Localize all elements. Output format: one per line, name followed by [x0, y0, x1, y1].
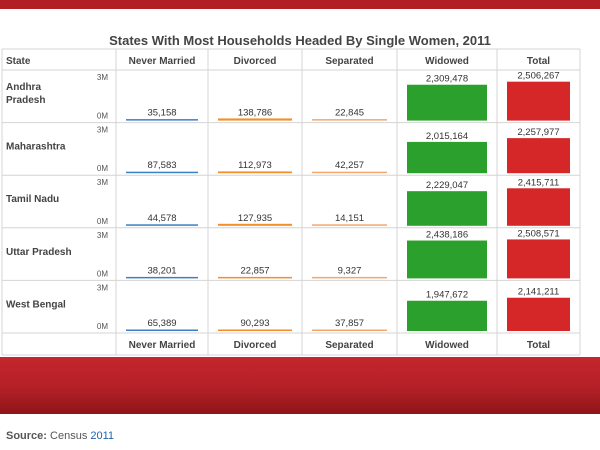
bar-divorced-uttar-pradesh — [218, 276, 292, 279]
axis-label-3m-andhra-pradesh: 3M — [97, 73, 108, 82]
bar-never-married-tamil-nadu — [126, 224, 198, 226]
bar-divorced-tamil-nadu — [218, 223, 292, 226]
column-footer-never-married: Never Married — [129, 340, 196, 351]
axis-label-0m-andhra-pradesh: 0M — [97, 112, 108, 121]
data-label-separated-andhra-pradesh: 22,845 — [335, 108, 364, 119]
bar-widowed-andhra-pradesh — [407, 84, 487, 121]
source-year: 2011 — [90, 430, 115, 442]
data-label-separated-maharashtra: 42,257 — [335, 160, 364, 171]
state-label-west-bengal: West Bengal — [6, 299, 66, 310]
state-label-maharashtra: Maharashtra — [6, 142, 66, 153]
column-header-never-married: Never Married — [129, 56, 196, 67]
data-label-divorced-maharashtra: 112,973 — [238, 160, 272, 171]
bar-total-andhra-pradesh — [507, 81, 570, 121]
bar-never-married-uttar-pradesh — [126, 276, 198, 279]
source-name: Census — [50, 430, 88, 442]
bar-never-married-west-bengal — [126, 329, 198, 331]
column-footer-separated: Separated — [325, 340, 373, 351]
axis-label-3m-west-bengal: 3M — [97, 283, 108, 292]
bar-never-married-andhra-pradesh — [126, 119, 198, 121]
bar-divorced-west-bengal — [218, 329, 292, 331]
data-label-never-married-uttar-pradesh: 38,201 — [147, 265, 176, 276]
bar-total-west-bengal — [507, 297, 570, 331]
column-header-divorced: Divorced — [234, 56, 277, 67]
data-label-separated-tamil-nadu: 14,151 — [335, 213, 364, 224]
axis-label-0m-tamil-nadu: 0M — [97, 217, 108, 226]
data-label-never-married-tamil-nadu: 44,578 — [147, 213, 176, 224]
axis-label-0m-uttar-pradesh: 0M — [97, 269, 108, 278]
bar-widowed-tamil-nadu — [407, 191, 487, 226]
data-label-total-west-bengal: 2,141,211 — [518, 287, 560, 298]
data-label-widowed-andhra-pradesh: 2,309,478 — [426, 74, 468, 85]
data-label-divorced-uttar-pradesh: 22,857 — [240, 265, 269, 276]
red-banner — [0, 357, 600, 414]
data-label-widowed-west-bengal: 1,947,672 — [426, 290, 468, 301]
data-label-total-andhra-pradesh: 2,506,267 — [517, 71, 559, 82]
column-footer-divorced: Divorced — [234, 340, 277, 351]
bar-widowed-west-bengal — [407, 300, 487, 331]
axis-label-0m-west-bengal: 0M — [97, 322, 108, 331]
data-label-widowed-maharashtra: 2,015,164 — [426, 131, 468, 142]
bar-divorced-maharashtra — [218, 171, 292, 174]
axis-label-3m-tamil-nadu: 3M — [97, 178, 108, 187]
column-footer-total: Total — [527, 340, 550, 351]
axis-label-0m-maharashtra: 0M — [97, 164, 108, 173]
data-label-separated-west-bengal: 37,857 — [335, 318, 364, 329]
state-label-uttar-pradesh: Uttar Pradesh — [6, 247, 72, 258]
column-header-widowed: Widowed — [425, 56, 469, 67]
row-header-label: State — [6, 56, 31, 67]
bar-total-maharashtra — [507, 138, 570, 174]
data-label-never-married-andhra-pradesh: 35,158 — [147, 108, 176, 119]
data-label-total-uttar-pradesh: 2,508,571 — [517, 228, 559, 239]
bar-separated-tamil-nadu — [312, 224, 387, 226]
bar-widowed-maharashtra — [407, 141, 487, 174]
column-header-separated: Separated — [325, 56, 373, 67]
bar-separated-west-bengal — [312, 329, 387, 331]
data-label-divorced-west-bengal: 90,293 — [240, 318, 269, 329]
bar-widowed-uttar-pradesh — [407, 240, 487, 279]
data-label-total-maharashtra: 2,257,977 — [517, 127, 559, 138]
data-label-widowed-uttar-pradesh: 2,438,186 — [426, 230, 468, 241]
data-label-divorced-tamil-nadu: 127,935 — [238, 213, 272, 224]
bar-total-tamil-nadu — [507, 188, 570, 226]
bar-separated-andhra-pradesh — [312, 119, 387, 121]
data-label-separated-uttar-pradesh: 9,327 — [338, 265, 362, 276]
top-stripe — [0, 0, 600, 9]
bar-separated-uttar-pradesh — [312, 276, 387, 279]
source-note: Source: Census 2011 — [6, 430, 114, 442]
chart-frame — [0, 9, 582, 357]
chart-title: States With Most Households Headed By Si… — [109, 33, 491, 48]
source-label: Source: — [6, 430, 47, 442]
data-label-total-tamil-nadu: 2,415,711 — [518, 177, 560, 188]
bar-total-uttar-pradesh — [507, 239, 570, 279]
bar-never-married-maharashtra — [126, 171, 198, 174]
data-label-divorced-andhra-pradesh: 138,786 — [238, 108, 272, 119]
column-footer-widowed: Widowed — [425, 340, 469, 351]
axis-label-3m-uttar-pradesh: 3M — [97, 231, 108, 240]
axis-label-3m-maharashtra: 3M — [97, 126, 108, 135]
data-label-never-married-west-bengal: 65,389 — [147, 318, 176, 329]
state-label-andhra-pradesh: Andhra Pradesh — [6, 82, 45, 106]
state-label-tamil-nadu: Tamil Nadu — [6, 194, 59, 205]
data-label-never-married-maharashtra: 87,583 — [147, 160, 176, 171]
bar-divorced-andhra-pradesh — [218, 118, 292, 121]
data-label-widowed-tamil-nadu: 2,229,047 — [426, 180, 468, 191]
column-header-total: Total — [527, 56, 550, 67]
bar-separated-maharashtra — [312, 171, 387, 174]
